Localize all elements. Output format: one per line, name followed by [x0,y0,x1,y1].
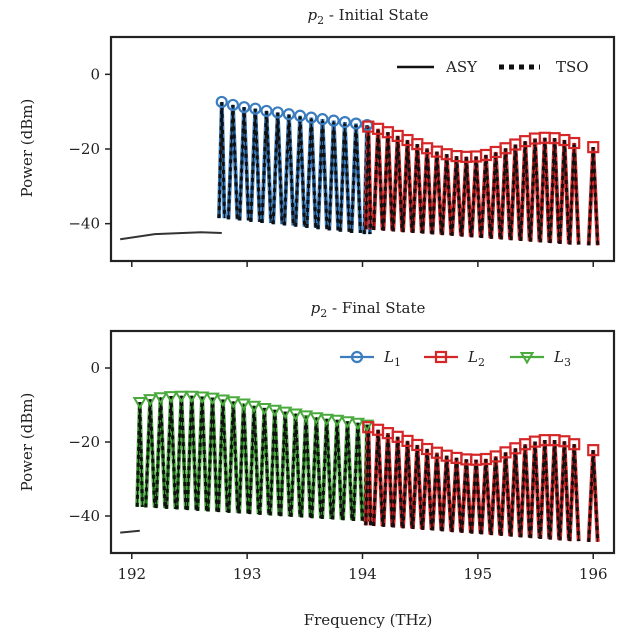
data-point-l3 [163,391,179,404]
y-tick-label: 0 [90,65,100,83]
y-tick-label: −20 [68,433,100,451]
x-axis-ticks: 192 193 194 195 196 [117,553,608,583]
plot-area [120,390,600,542]
data-point-l2 [568,438,581,451]
data-point-l3 [288,408,303,422]
data-point-l3 [153,392,168,405]
y-tick-label: −20 [68,140,100,158]
data-point-l3 [277,406,293,420]
data-point-l1 [316,113,329,126]
channel-trace-asy [218,101,371,235]
x-tick-label: 195 [464,565,493,583]
legend-marker [350,350,364,364]
channel-trace-asy [136,395,370,522]
legend-label: ASY [445,58,478,76]
chart-initial-state: p2 - Initial State Power (dBm) 0 −20 −40 A… [18,6,616,267]
data-point-l2 [587,444,600,457]
legend: ASY TSO [397,58,589,76]
data-point-l3 [329,414,345,428]
data-point-l1 [215,95,228,109]
data-point-l1 [349,117,363,130]
data-point-l3 [174,390,189,404]
data-point-l3 [340,416,355,429]
data-point-l1 [260,104,273,118]
channel-trace-asy [365,126,599,246]
chart-title: p2 - Final State [311,299,426,320]
data-point-l3 [236,398,251,412]
x-tick-label: 194 [348,565,377,583]
chart-title: p2 - Initial State [307,6,428,27]
data-point-l2 [587,141,600,154]
y-axis-ticks: 0 −20 −40 [68,65,111,233]
y-axis-ticks: 0 −20 −40 [68,359,111,525]
legend-marker [434,350,448,364]
y-axis-label: Power (dBm) [18,393,36,492]
data-point-l3 [267,404,283,418]
data-point-l2 [568,136,581,150]
x-tick-label: 192 [117,565,146,583]
y-tick-label: −40 [68,507,100,525]
data-point-l3 [184,390,199,404]
data-point-l3 [298,410,314,423]
data-point-l3 [319,413,334,427]
data-point-l3 [215,394,231,407]
legend-label: TSO [556,58,589,76]
data-point-l3 [142,394,158,407]
noise-floor-line [120,529,140,534]
x-tick-label: 193 [233,565,262,583]
data-point-l1 [249,102,262,115]
x-tick-label: 196 [579,565,608,583]
data-point-l1 [338,116,351,129]
legend-label: L1 [383,348,401,369]
data-point-l3 [350,417,366,431]
data-point-l1 [238,101,251,114]
y-tick-label: 0 [90,359,100,377]
data-point-l3 [226,396,241,409]
legend-label: L3 [553,348,571,369]
legend: L1 L2 L3 [340,348,571,369]
x-axis-label: Frequency (THz) [304,611,433,629]
data-point-l1 [271,106,284,119]
data-point-l1 [327,114,340,127]
data-point-l3 [194,391,210,404]
noise-floor-line [120,231,222,241]
y-tick-label: −40 [68,215,100,233]
data-point-l1 [282,108,295,121]
chart-final-state: p2 - Final State Power (dBm) 0 −20 −40 192… [18,299,616,629]
data-point-l3 [246,400,262,414]
plot-area [120,95,600,246]
data-point-l1 [293,109,307,122]
data-point-l3 [132,397,148,410]
legend-label: L2 [467,348,485,369]
data-point-l3 [257,402,272,416]
data-point-l3 [309,412,324,425]
data-point-l3 [205,392,220,406]
legend-marker [519,352,535,365]
y-axis-label: Power (dBm) [18,99,36,198]
x-axis-ticks [131,261,594,267]
data-point-l1 [226,98,240,112]
data-point-l1 [305,111,318,124]
